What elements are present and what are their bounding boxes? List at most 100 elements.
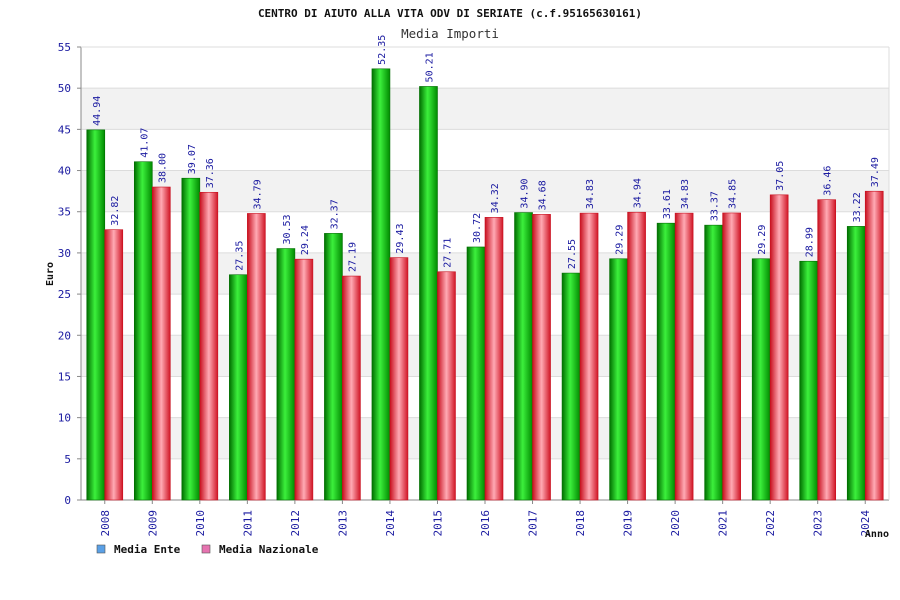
bar-media-nazionale — [864, 190, 884, 501]
x-tick-label: 2023 — [812, 510, 825, 537]
y-tick-label: 30 — [58, 247, 71, 260]
grid-band — [81, 88, 889, 130]
value-label: 27.35 — [234, 241, 245, 271]
bar-media-ente — [371, 68, 391, 501]
value-label: 29.24 — [300, 225, 311, 255]
value-label: 34.79 — [252, 179, 263, 209]
bar-media-ente — [229, 274, 248, 501]
value-label: 37.05 — [775, 161, 786, 191]
value-label: 27.55 — [567, 239, 578, 269]
y-tick-label: 50 — [58, 82, 71, 95]
legend-swatch — [96, 544, 106, 554]
x-tick-label: 2021 — [717, 510, 730, 537]
x-tick-label: 2016 — [479, 510, 492, 537]
value-label: 33.22 — [852, 192, 863, 222]
value-label: 52.35 — [377, 35, 388, 65]
value-label: 37.36 — [205, 158, 216, 188]
value-label: 34.83 — [585, 179, 596, 209]
legend: Media Ente Media Nazionale — [96, 543, 319, 556]
bar-media-ente — [324, 233, 343, 501]
bar-media-ente — [86, 129, 106, 501]
y-tick-label: 5 — [64, 453, 71, 466]
value-label: 30.72 — [472, 213, 483, 243]
value-labels: 44.94 32.82 41.07 38.00 39.07 37.36 27.35 34.79… — [92, 35, 881, 272]
x-tick-label: 2010 — [194, 510, 207, 537]
value-label: 44.94 — [92, 96, 103, 126]
legend-swatch — [201, 544, 211, 554]
value-label: 33.61 — [662, 189, 673, 219]
value-label: 29.43 — [395, 223, 406, 253]
y-tick-label: 45 — [58, 123, 71, 136]
value-label: 29.29 — [615, 225, 626, 255]
bar-media-ente — [514, 212, 533, 501]
bar-media-nazionale — [484, 217, 504, 501]
value-label: 38.00 — [157, 153, 168, 183]
x-tick-label: 2013 — [336, 510, 349, 537]
bar-media-ente — [466, 246, 486, 501]
y-tick-label: 35 — [58, 206, 71, 219]
bar-media-nazionale — [437, 271, 456, 501]
x-tick-label: 2024 — [859, 510, 872, 537]
x-tick-label: 2008 — [99, 510, 112, 537]
value-label: 34.90 — [520, 178, 531, 208]
bar-media-nazionale — [722, 212, 741, 501]
x-tick-label: 2020 — [669, 510, 682, 537]
x-axis-label: Anno — [865, 529, 889, 540]
x-tick-label: 2011 — [241, 510, 254, 537]
y-tick-label: 10 — [58, 412, 71, 425]
x-tick-label: 2014 — [384, 510, 397, 537]
value-label: 28.99 — [805, 227, 816, 257]
bar-media-nazionale — [342, 275, 361, 501]
y-tick-label: 15 — [58, 370, 71, 383]
bar-media-ente — [799, 260, 819, 501]
value-label: 34.68 — [538, 180, 549, 210]
value-label: 33.37 — [710, 191, 721, 221]
legend-label: Media Ente — [114, 543, 181, 556]
x-tick-label: 2015 — [431, 510, 444, 537]
value-label: 37.49 — [870, 157, 881, 187]
value-label: 34.83 — [680, 179, 691, 209]
bar-media-nazionale — [199, 191, 219, 501]
chart-title: CENTRO DI AIUTO ALLA VITA ODV DI SERIATE… — [258, 7, 642, 20]
value-label: 41.07 — [139, 128, 150, 158]
x-axis-ticks: 2008 2009 2010 2011 2012 2013 2014 2015 2016 2017… — [99, 500, 872, 537]
bar-media-ente — [419, 86, 438, 501]
bar-media-nazionale — [579, 212, 599, 501]
value-label: 29.29 — [757, 225, 768, 255]
value-label: 34.94 — [633, 178, 644, 208]
bar-media-nazionale — [769, 194, 789, 501]
bar-media-ente — [704, 224, 723, 501]
bars-group — [86, 68, 884, 501]
x-tick-label: 2018 — [574, 510, 587, 537]
value-label: 32.82 — [110, 196, 121, 226]
bar-media-nazionale — [294, 258, 314, 501]
bar-media-nazionale — [817, 199, 837, 501]
value-label: 27.71 — [442, 238, 453, 268]
bar-media-nazionale — [104, 229, 124, 501]
value-label: 27.19 — [347, 242, 358, 272]
value-label: 34.85 — [728, 179, 739, 209]
bar-media-nazionale — [247, 213, 266, 501]
value-label: 34.32 — [490, 183, 501, 213]
bar-media-nazionale — [389, 257, 409, 501]
bar-media-ente — [656, 222, 676, 501]
value-label: 36.46 — [823, 166, 834, 196]
y-axis-label: Euro — [45, 262, 56, 286]
bar-media-ente — [133, 161, 153, 501]
bar-media-ente — [561, 272, 581, 501]
y-tick-label: 0 — [64, 494, 71, 507]
bar-media-ente — [276, 248, 296, 501]
y-tick-label: 40 — [58, 165, 71, 178]
chart-subtitle: Media Importi — [401, 26, 499, 41]
bar-media-ente — [751, 258, 771, 501]
bar-media-ente — [609, 258, 628, 501]
bar-media-ente — [846, 226, 866, 501]
x-tick-label: 2022 — [764, 510, 777, 537]
x-tick-label: 2012 — [289, 510, 302, 537]
y-tick-label: 20 — [58, 329, 71, 342]
bar-media-ente — [181, 177, 201, 501]
value-label: 39.07 — [187, 144, 198, 174]
value-label: 30.53 — [282, 214, 293, 244]
bar-media-nazionale — [151, 186, 171, 501]
legend-label: Media Nazionale — [219, 543, 319, 556]
